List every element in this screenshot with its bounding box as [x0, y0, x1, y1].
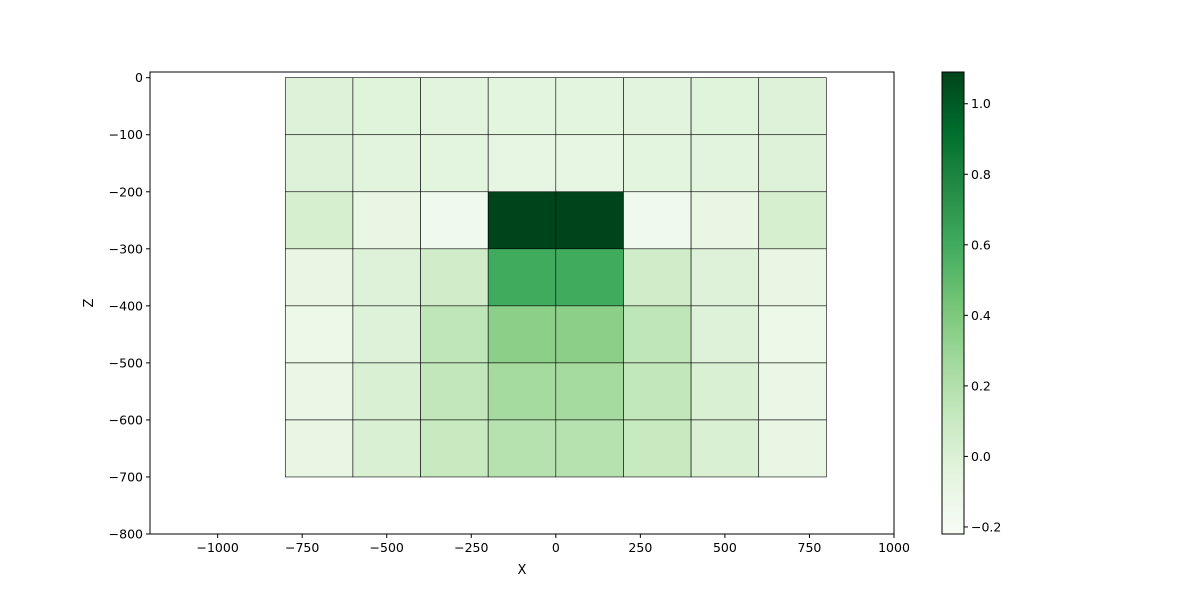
x-tick-label: −1000	[196, 540, 238, 555]
heatmap-cell	[690, 362, 760, 421]
y-tick-label: −300	[109, 241, 143, 256]
heatmap-cell	[690, 419, 760, 478]
heatmap-cell	[690, 305, 760, 364]
heatmap-cell	[352, 134, 421, 193]
x-tick-label: −500	[370, 540, 404, 555]
heatmap-cell	[758, 191, 827, 250]
heatmap-cell	[758, 77, 827, 136]
heatmap-cell	[487, 419, 557, 478]
heatmap-cell	[420, 191, 489, 250]
x-axis-label: X	[518, 563, 527, 578]
heatmap-cell	[352, 305, 421, 364]
heatmap-cell	[352, 191, 421, 250]
heatmap-cell	[420, 362, 489, 421]
colorbar-tick-label: −0.2	[971, 519, 1001, 534]
y-tick-label: −700	[109, 469, 143, 484]
x-tick-label: −750	[285, 540, 319, 555]
heatmap-cell	[555, 248, 624, 307]
heatmap-cell	[690, 77, 760, 136]
heatmap-cell	[690, 248, 760, 307]
colorbar-tick-label: 0.8	[971, 167, 991, 182]
x-tick-label: −250	[454, 540, 488, 555]
heatmap-cell	[420, 248, 489, 307]
y-tick-label: −600	[109, 412, 143, 427]
y-axis-label: Z	[82, 298, 97, 307]
x-tick-label: 750	[798, 540, 822, 555]
heatmap-cell	[284, 362, 354, 421]
plot-frame	[149, 71, 895, 535]
heatmap-cell	[420, 77, 489, 136]
heatmap-cell	[623, 77, 692, 136]
heatmap-cell	[555, 305, 624, 364]
x-tick-label: 500	[713, 540, 737, 555]
heatmap-cell	[487, 248, 557, 307]
heatmap-cell	[284, 77, 354, 136]
colorbar-tick-label: 0.0	[971, 449, 991, 464]
heatmap-cell	[555, 419, 624, 478]
heatmap-cell	[420, 419, 489, 478]
heatmap-cell	[623, 191, 692, 250]
heatmap-cell	[555, 77, 624, 136]
heatmap-cell	[284, 248, 354, 307]
colorbar-tick-label: 0.2	[971, 378, 991, 393]
heatmap-cell	[623, 362, 692, 421]
x-tick-label: 1000	[878, 540, 910, 555]
colorbar: −0.2 0.0 0.2 0.4 0.6 0.8 1.0	[941, 71, 1001, 535]
heatmap-cell	[420, 134, 489, 193]
heatmap-cells	[284, 77, 827, 478]
y-axis: 0 −100 −200 −300 −400 −500 −600 −700 −800	[109, 70, 150, 542]
heatmap-cell	[758, 362, 827, 421]
heatmap-cell	[487, 191, 557, 250]
heatmap-cell	[758, 419, 827, 478]
heatmap-cell	[758, 305, 827, 364]
x-tick-label: 0	[552, 540, 560, 555]
heatmap-cell	[352, 362, 421, 421]
heatmap-cell	[284, 305, 354, 364]
heatmap-cell	[487, 305, 557, 364]
y-tick-label: −800	[109, 527, 143, 542]
heatmap-cell	[623, 305, 692, 364]
heatmap-cell	[352, 419, 421, 478]
heatmap-cell	[284, 134, 354, 193]
heatmap-cell	[623, 248, 692, 307]
colorbar-gradient	[941, 71, 965, 535]
heatmap-cell	[352, 77, 421, 136]
x-axis: −1000 −750 −500 −250 0 250 500 750 1000	[196, 534, 910, 555]
heatmap-cell	[284, 191, 354, 250]
heatmap-cell	[420, 305, 489, 364]
y-tick-label: −500	[109, 355, 143, 370]
colorbar-tick-label: 1.0	[971, 96, 991, 111]
heatmap-cell	[690, 191, 760, 250]
colorbar-ticks: −0.2 0.0 0.2 0.4 0.6 0.8 1.0	[964, 96, 1001, 534]
heatmap-cell	[555, 362, 624, 421]
heatmap-cell	[487, 134, 557, 193]
y-tick-label: −200	[109, 184, 143, 199]
heatmap-cell	[690, 134, 760, 193]
x-tick-label: 250	[628, 540, 652, 555]
y-tick-label: −400	[109, 298, 143, 313]
heatmap-cell	[758, 248, 827, 307]
heatmap-cell	[352, 248, 421, 307]
heatmap-cell	[487, 362, 557, 421]
colorbar-tick-label: 0.4	[971, 308, 991, 323]
heatmap-cell	[623, 419, 692, 478]
heatmap-cell	[555, 134, 624, 193]
heatmap-cell	[284, 419, 354, 478]
colorbar-tick-label: 0.6	[971, 237, 991, 252]
heatmap-cell	[555, 191, 624, 250]
heatmap-cell	[758, 134, 827, 193]
y-tick-label: −100	[109, 127, 143, 142]
heatmap-cell	[487, 77, 557, 136]
y-tick-label: 0	[135, 70, 143, 85]
heatmap-cell	[623, 134, 692, 193]
